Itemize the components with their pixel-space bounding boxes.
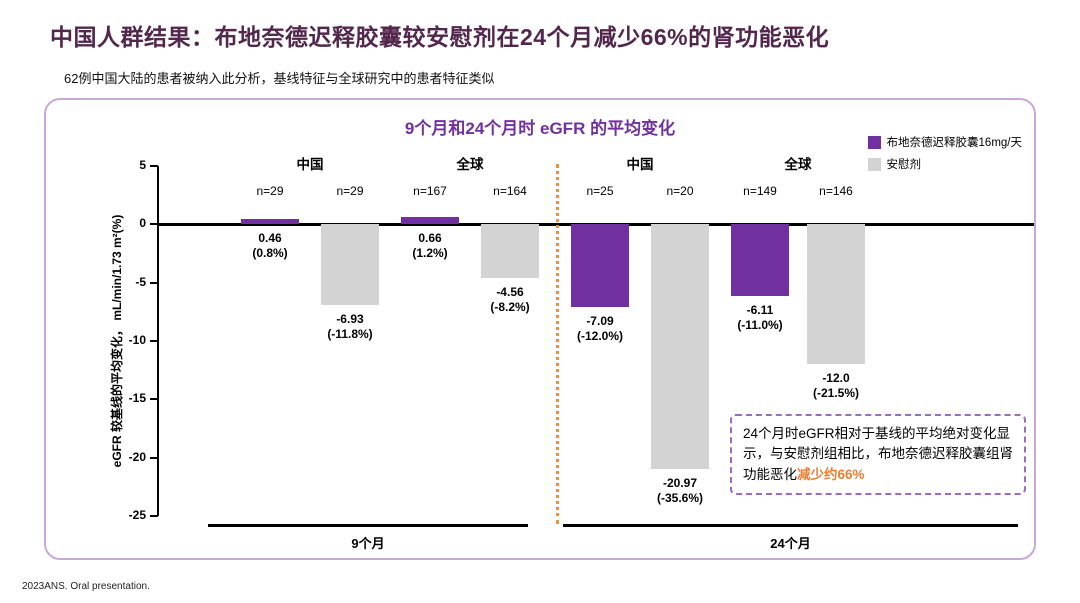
y-tick-label: -15 (128, 391, 146, 406)
y-tick-mark (150, 281, 158, 284)
bar-placebo (481, 224, 539, 278)
footer-citation: 2023ANS. Oral presentation. (22, 581, 150, 592)
treatment-swatch-icon (867, 135, 881, 149)
n-label: n=146 (819, 184, 853, 198)
plot-area: 5 0 -5 -10 -15 -20 -25 中国 n=29 0.46 (0.8%) n=29 -6.… (129, 157, 1034, 551)
bar-treatment (241, 218, 299, 225)
legend: 布地奈德迟释胶囊16mg/天 安慰剂 (867, 134, 1022, 178)
y-tick-mark (150, 223, 158, 226)
y-tick-mark (150, 456, 158, 459)
bar-value-label: 0.66 (1.2%) (412, 231, 448, 261)
y-axis-line (157, 166, 159, 516)
n-label: n=20 (666, 184, 694, 198)
bar-value-label: -12.0 (-21.5%) (812, 371, 859, 401)
y-tick-mark (150, 398, 158, 401)
bar-treatment (401, 216, 459, 225)
bar-value-label: -20.97 (-35.6%) (656, 475, 703, 505)
bar-treatment (571, 224, 629, 308)
x-axis-bracket (208, 524, 528, 527)
chart-panel: 9个月和24个月时 eGFR 的平均变化 布地奈德迟释胶囊16mg/天 安慰剂 … (44, 98, 1036, 560)
y-tick-label: 5 (139, 158, 146, 172)
time-group-label: 9个月 (351, 536, 385, 551)
region-label: 中国 (296, 157, 324, 172)
y-tick-label: -25 (128, 508, 146, 522)
subtitle: 62例中国大陆的患者被纳入此分析，基线特征与全球研究中的患者特征类似 (64, 71, 495, 86)
bar-treatment (731, 224, 789, 296)
y-tick-label: -20 (128, 449, 146, 464)
n-label: n=25 (586, 184, 614, 198)
legend-item-placebo: 安慰剂 (867, 156, 1022, 172)
bar-value-label: -4.56 (-8.2%) (490, 284, 530, 314)
bar-value-label: -6.11 (-11.0%) (737, 302, 783, 332)
y-tick-label: -5 (135, 274, 146, 289)
page-title: 中国人群结果：布地奈德迟释胶囊较安慰剂在24个月减少66%的肾功能恶化 (50, 24, 830, 50)
placebo-swatch-icon (867, 157, 881, 171)
legend-label-treatment: 布地奈德迟释胶囊16mg/天 (886, 137, 1022, 149)
legend-label-placebo: 安慰剂 (886, 159, 922, 171)
annotation-box: 24个月时eGFR相对于基线的平均绝对变化显示，与安慰剂组相比，布地奈德迟释胶囊… (730, 414, 1026, 495)
y-tick-mark (150, 165, 158, 167)
region-label: 中国 (626, 157, 654, 172)
chart-title: 9个月和24个月时 eGFR 的平均变化 (404, 119, 676, 138)
bar-placebo (651, 224, 709, 469)
annotation-text: 24个月时eGFR相对于基线的平均绝对变化显示，与安慰剂组相比，布地奈德迟释胶囊… (743, 426, 1013, 482)
n-label: n=29 (336, 184, 364, 198)
x-axis-bracket (563, 524, 1018, 527)
y-tick-mark (150, 515, 158, 517)
bar-placebo (321, 224, 379, 306)
n-label: n=29 (256, 184, 284, 198)
n-label: n=164 (493, 184, 527, 198)
region-label: 全球 (784, 157, 812, 172)
time-group-label: 24个月 (770, 536, 811, 551)
y-tick-label: 0 (139, 216, 146, 231)
y-tick-mark (150, 340, 158, 342)
bar-placebo (807, 224, 865, 365)
n-label: n=149 (743, 184, 777, 198)
section-divider-line (556, 164, 559, 524)
legend-item-treatment: 布地奈德迟释胶囊16mg/天 (867, 134, 1022, 150)
bar-value-label: 0.46 (0.8%) (252, 231, 288, 261)
y-tick-label: -10 (128, 333, 146, 347)
annotation-highlight: 减少约66% (797, 466, 865, 482)
n-label: n=167 (413, 184, 447, 198)
bar-value-label: -6.93 (-11.8%) (327, 312, 373, 342)
bar-value-label: -7.09 (-12.0%) (576, 314, 623, 344)
region-label: 全球 (456, 157, 484, 172)
